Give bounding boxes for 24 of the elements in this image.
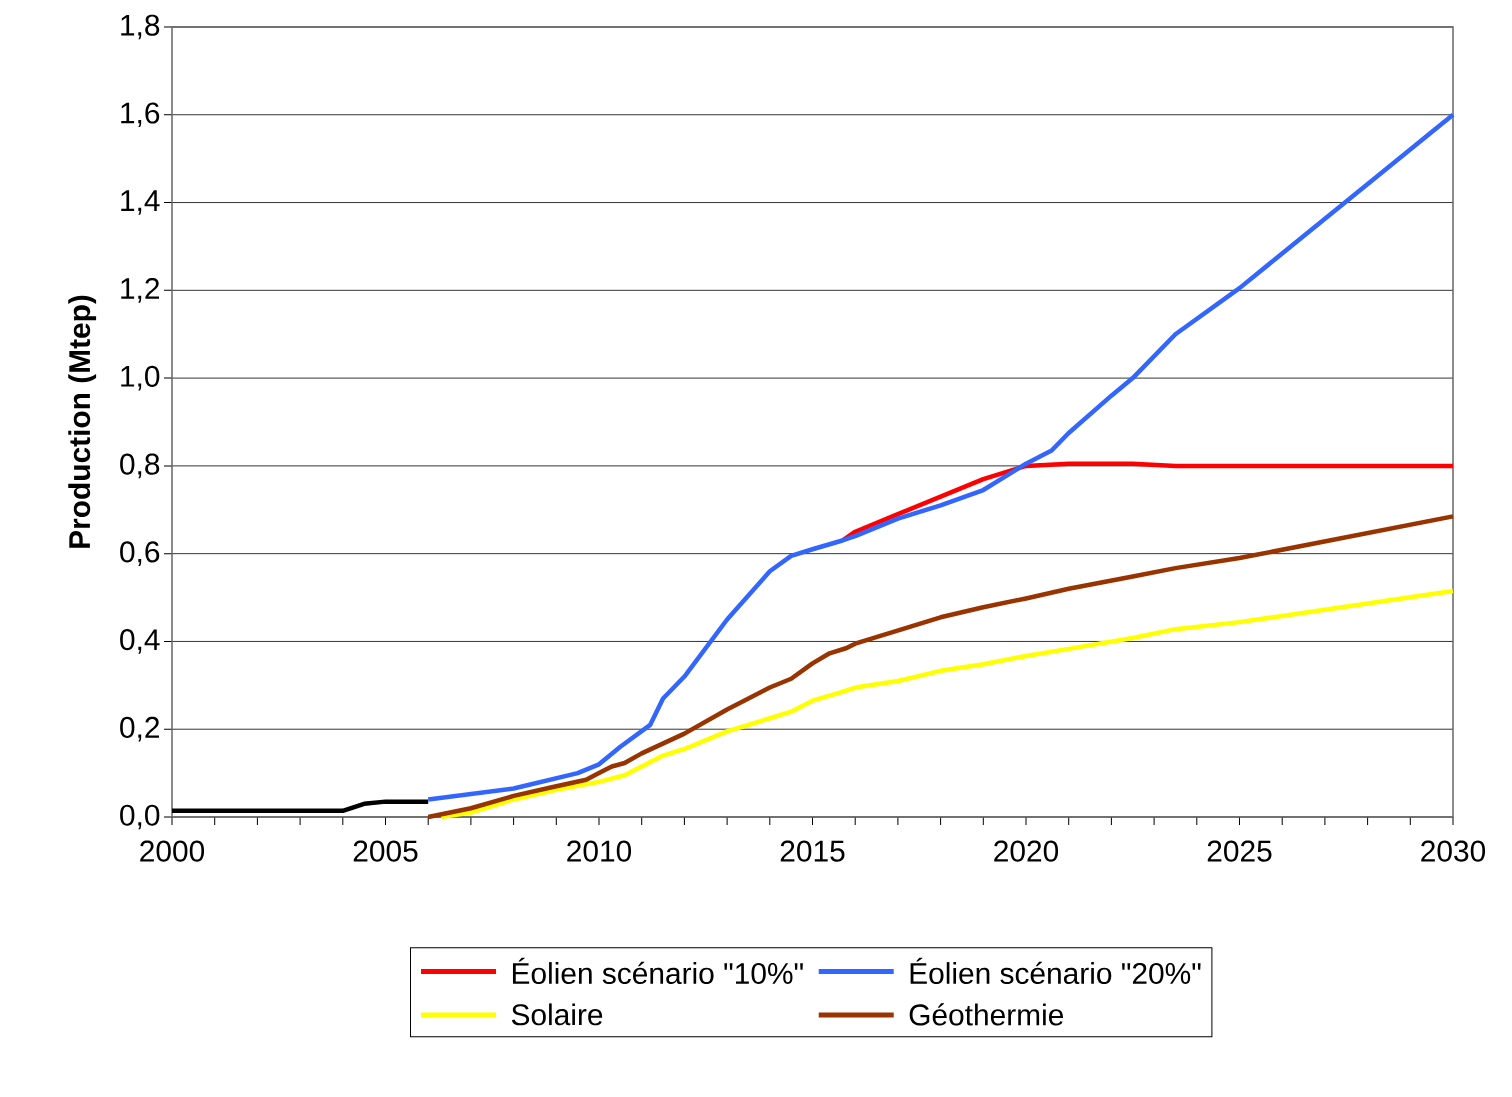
y-tick-label: 0,2 bbox=[120, 716, 159, 742]
line-series bbox=[425, 112, 1456, 802]
legend-label: Éolien scénario "20%" bbox=[910, 957, 1201, 985]
y-tick-label: 1,2 bbox=[121, 277, 159, 303]
x-tick-label: 2025 bbox=[1207, 840, 1272, 862]
y-tick-label: 1,0 bbox=[121, 365, 160, 391]
x-tick-label: 2030 bbox=[1421, 840, 1486, 862]
y-tick-label: 0,8 bbox=[120, 453, 160, 479]
legend-label: Géothermie bbox=[909, 1003, 1064, 1026]
legend-label: Solaire bbox=[511, 1003, 603, 1026]
y-tick-label: 0,6 bbox=[120, 541, 160, 567]
line-series bbox=[438, 588, 1456, 820]
y-tick-label: 0,4 bbox=[120, 629, 160, 654]
x-tick-label: 2020 bbox=[994, 840, 1059, 862]
y-tick-label: 1,4 bbox=[121, 190, 160, 215]
y-tick-label: 1,8 bbox=[121, 14, 160, 40]
y-tick-label: 0,0 bbox=[120, 804, 160, 830]
y-axis-title: Production (Mtep) bbox=[68, 295, 97, 548]
x-tick-label: 2010 bbox=[567, 840, 632, 862]
x-tick-label: 2000 bbox=[140, 840, 205, 862]
legend-label: Éolien scénario "10%" bbox=[512, 957, 803, 985]
x-tick-label: 2015 bbox=[780, 840, 845, 862]
x-tick-label: 2005 bbox=[353, 840, 418, 862]
y-tick-label: 1,6 bbox=[121, 102, 160, 128]
